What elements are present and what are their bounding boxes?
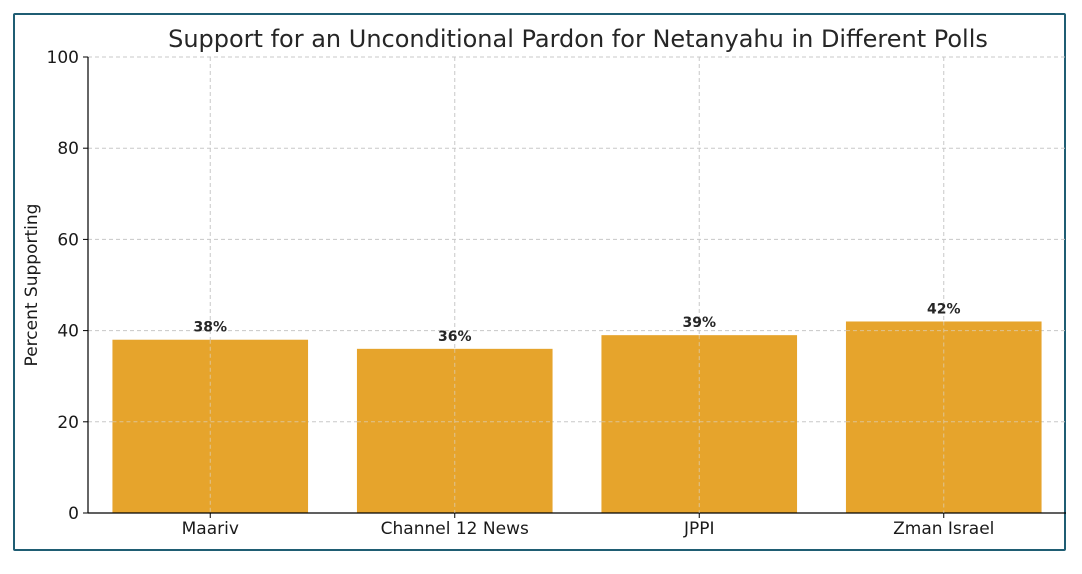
x-tick-label: Maariv xyxy=(182,519,239,539)
y-tick-label: 80 xyxy=(57,139,79,159)
bar-data-label: 42% xyxy=(927,301,961,317)
bar-data-label: 38% xyxy=(193,320,227,336)
bar-data-label: 39% xyxy=(682,315,716,331)
bar-layer xyxy=(112,321,1042,513)
label-layer: 38% 36% 39% 42% xyxy=(112,301,1042,513)
x-tick-label: Channel 12 News xyxy=(381,519,529,539)
chart-title: Support for an Unconditional Pardon for … xyxy=(168,25,988,53)
x-tick-label: Zman Israel xyxy=(893,519,994,539)
y-tick-label: 60 xyxy=(57,230,79,250)
bar-data-label: 36% xyxy=(438,329,472,345)
y-tick-label: 20 xyxy=(57,413,79,433)
y-tick-label: 100 xyxy=(47,48,79,68)
axis-layer: 0 20 40 60 80 100 Maariv Channel 12 News JPPI Zma… xyxy=(47,48,1066,539)
x-tick-label: JPPI xyxy=(683,519,715,539)
y-tick-label: 0 xyxy=(68,504,79,524)
y-tick-label: 40 xyxy=(57,322,79,342)
y-axis-label: Percent Supporting xyxy=(22,204,42,367)
bar-jppi xyxy=(601,335,798,513)
